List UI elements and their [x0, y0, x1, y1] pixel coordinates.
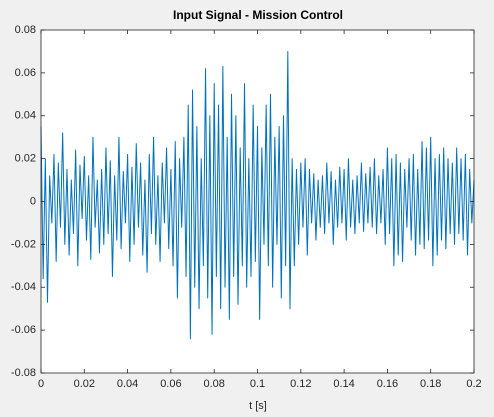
y-tick-label: 0 — [30, 195, 36, 207]
y-tick-label: 0.04 — [15, 110, 36, 122]
signal-line — [40, 50, 475, 340]
x-tick-label: 0.08 — [203, 378, 224, 390]
x-tick-label: 0.06 — [160, 378, 181, 390]
x-tick-label: 0.14 — [333, 378, 354, 390]
x-tick-label: 0.2 — [466, 378, 481, 390]
x-tick-label: 0.02 — [74, 378, 95, 390]
x-tick-label: 0 — [38, 378, 44, 390]
y-tick-label: 0.06 — [15, 67, 36, 79]
y-tick-label: -0.08 — [11, 367, 36, 379]
x-tick-label: 0.12 — [290, 378, 311, 390]
y-tick-label: -0.06 — [11, 324, 36, 336]
x-tick-label: 0.1 — [250, 378, 265, 390]
x-axis-label: t [s] — [249, 400, 267, 412]
y-tick-label: 0.02 — [15, 153, 36, 165]
x-tick-label: 0.16 — [377, 378, 398, 390]
plot-area — [41, 30, 474, 373]
y-tick-label: -0.02 — [11, 238, 36, 250]
chart-title: Input Signal - Mission Control — [173, 8, 343, 22]
x-tick-label: 0.04 — [117, 378, 138, 390]
x-tick-label: 0.18 — [420, 378, 441, 390]
y-tick-label: 0.08 — [15, 24, 36, 36]
y-tick-label: -0.04 — [11, 281, 36, 293]
